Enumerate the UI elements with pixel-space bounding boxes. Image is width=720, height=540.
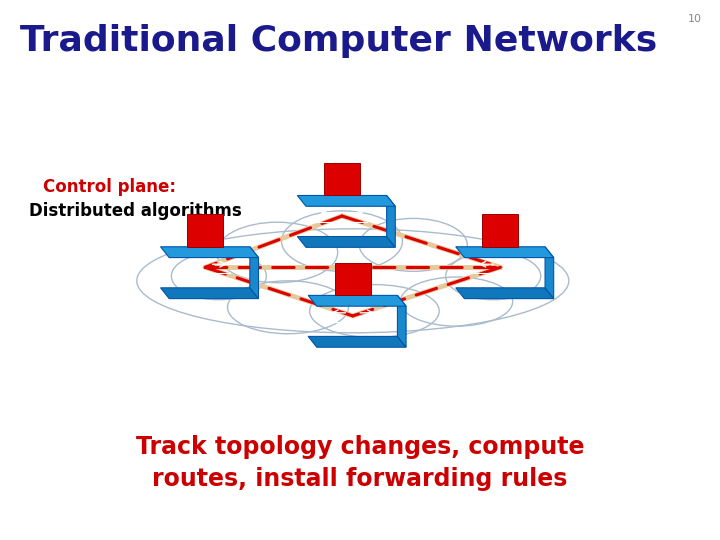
Ellipse shape — [137, 229, 569, 333]
Ellipse shape — [171, 253, 266, 300]
Polygon shape — [335, 263, 371, 295]
Text: Traditional Computer Networks: Traditional Computer Networks — [19, 24, 657, 58]
Ellipse shape — [446, 253, 541, 300]
Polygon shape — [297, 195, 395, 206]
Polygon shape — [297, 237, 395, 247]
Text: routes, install forwarding rules: routes, install forwarding rules — [153, 467, 567, 491]
Ellipse shape — [310, 285, 439, 338]
Polygon shape — [387, 195, 395, 247]
Ellipse shape — [217, 222, 338, 283]
Text: Distributed algorithms: Distributed algorithms — [29, 202, 241, 220]
Polygon shape — [161, 247, 258, 258]
Polygon shape — [308, 295, 406, 306]
Polygon shape — [482, 214, 518, 247]
Polygon shape — [308, 336, 406, 347]
Ellipse shape — [282, 211, 402, 271]
Text: 10: 10 — [688, 14, 702, 24]
Polygon shape — [456, 288, 554, 299]
Ellipse shape — [359, 218, 467, 271]
Text: Track topology changes, compute: Track topology changes, compute — [136, 435, 584, 458]
Polygon shape — [324, 163, 360, 195]
Polygon shape — [397, 295, 406, 347]
Ellipse shape — [228, 281, 348, 334]
Polygon shape — [187, 214, 223, 247]
Polygon shape — [456, 247, 554, 258]
Polygon shape — [161, 288, 258, 299]
Polygon shape — [250, 247, 258, 299]
Text: Control plane:: Control plane: — [43, 178, 176, 196]
Ellipse shape — [400, 277, 513, 326]
Polygon shape — [545, 247, 554, 299]
